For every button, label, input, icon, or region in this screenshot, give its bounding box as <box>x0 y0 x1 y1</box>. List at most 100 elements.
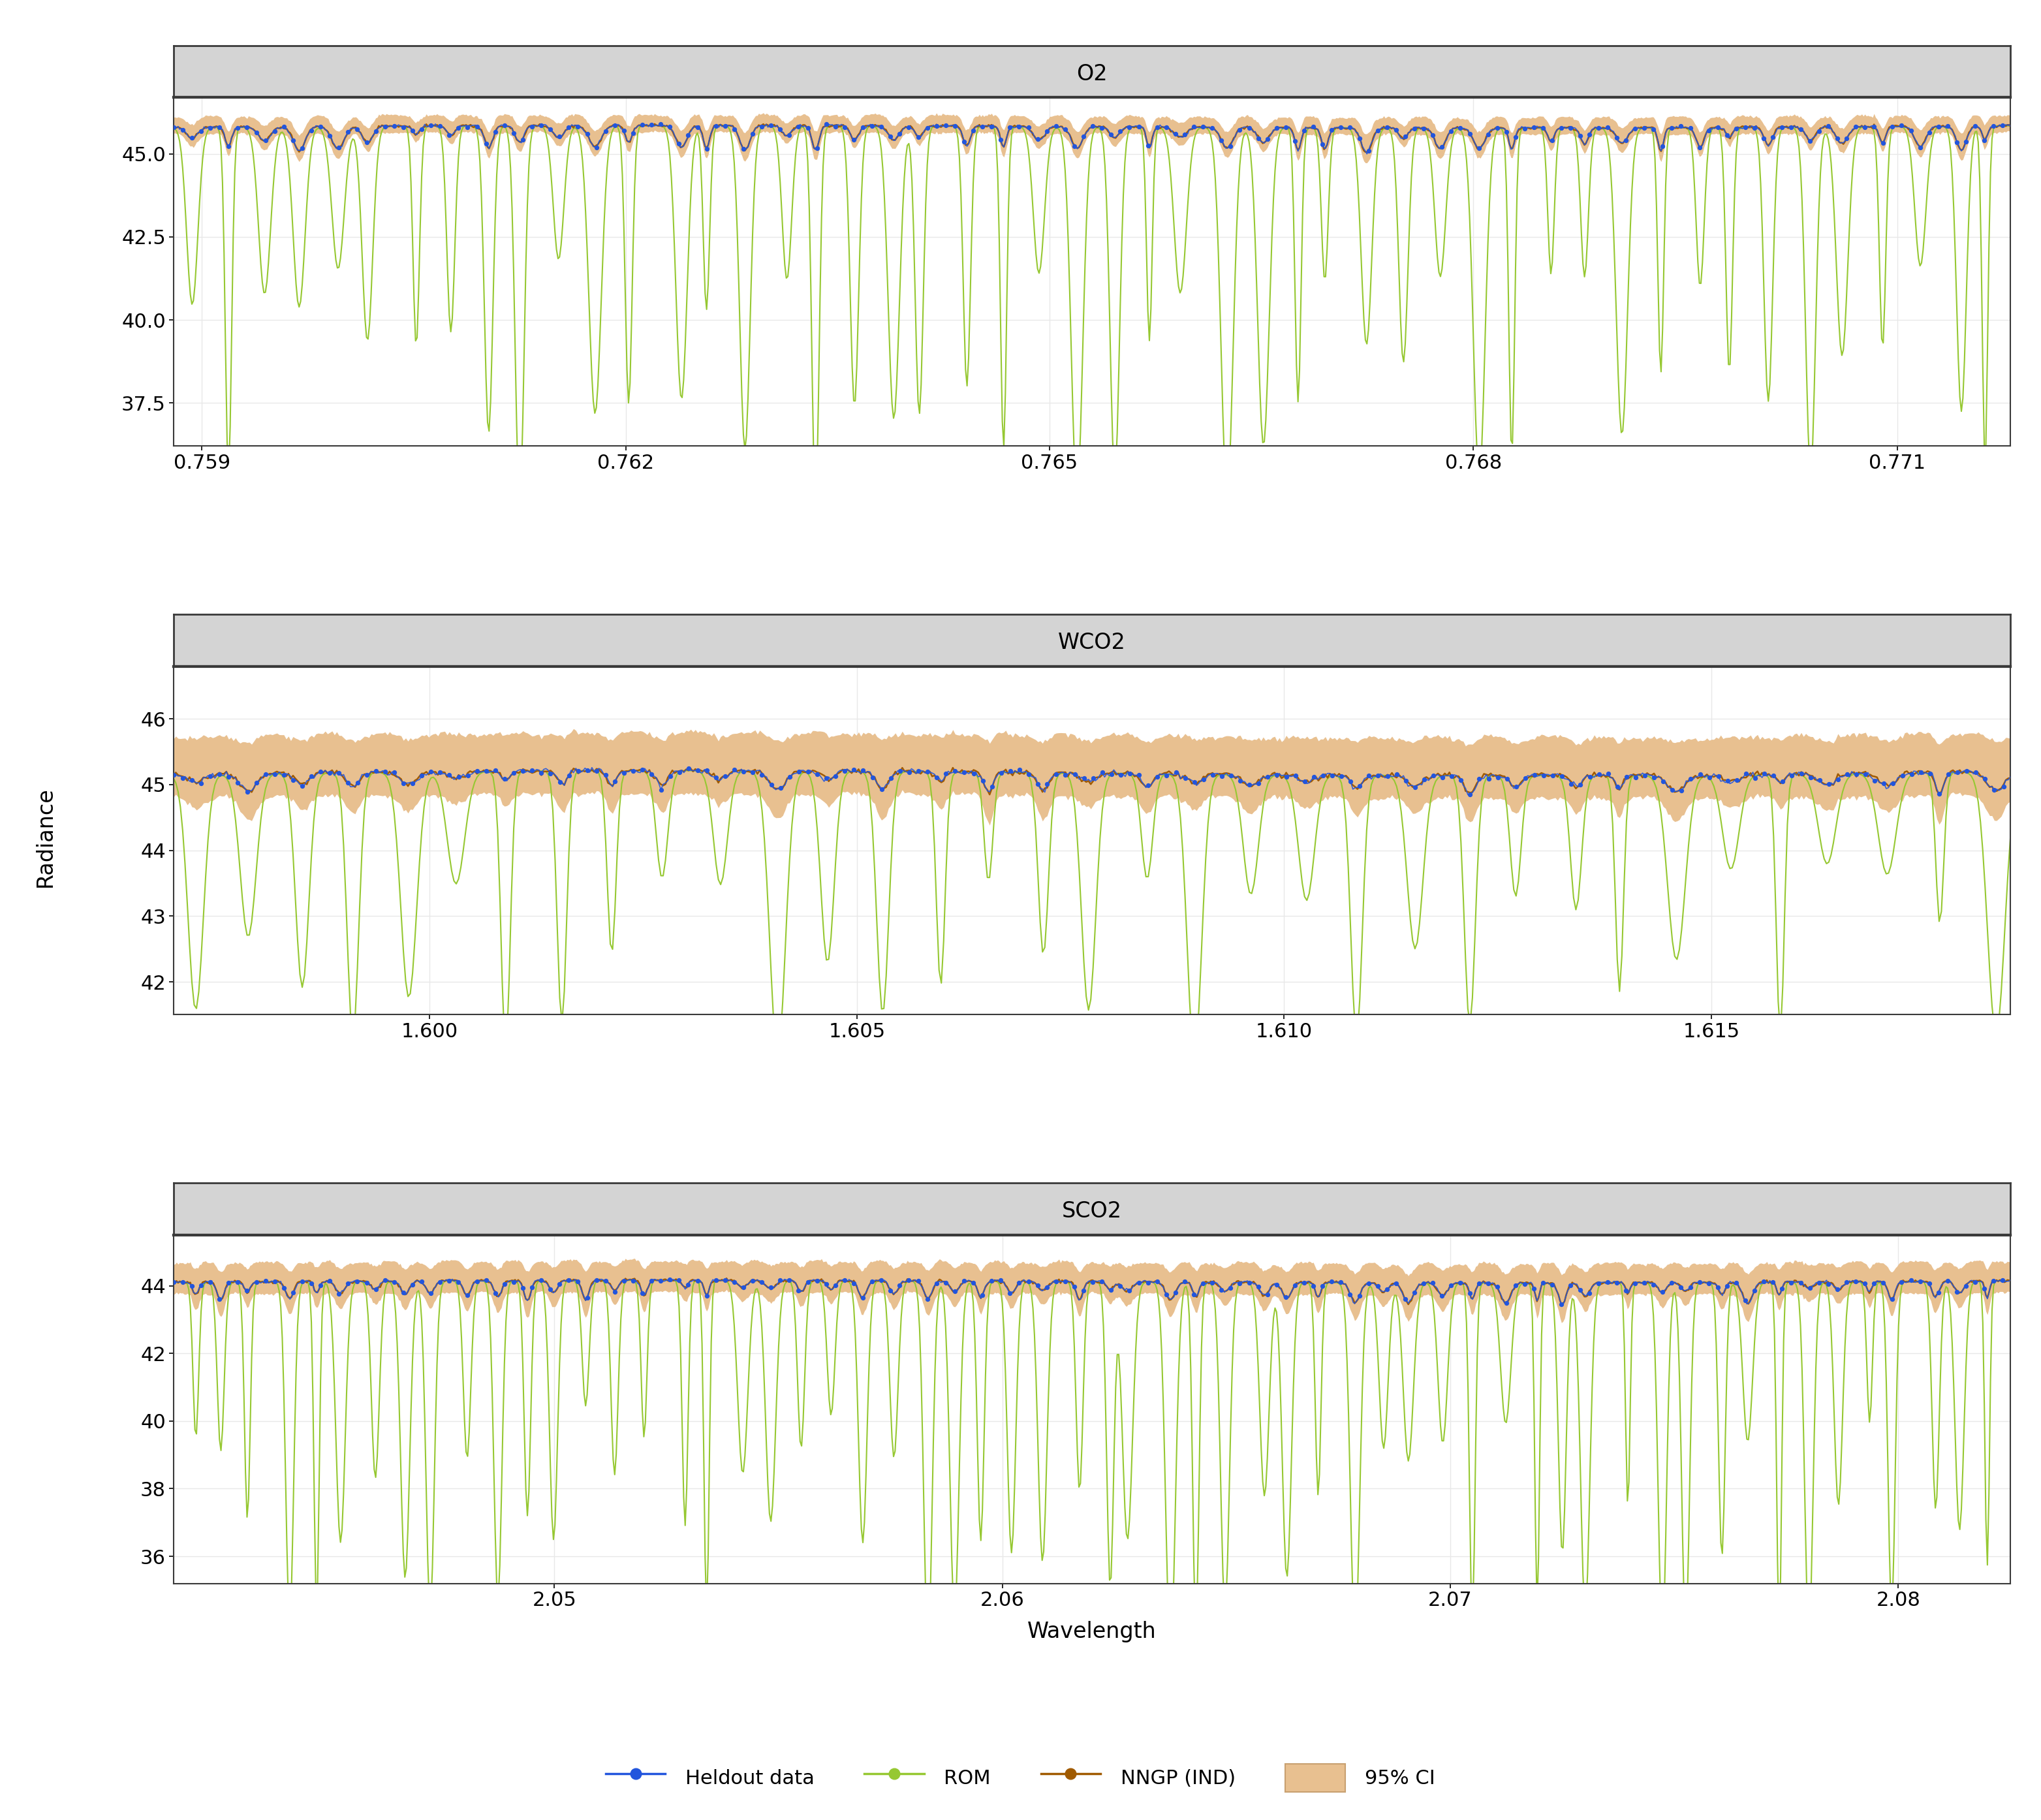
Point <box>1904 133 1937 162</box>
Point <box>608 759 641 788</box>
Point <box>1490 1289 1523 1318</box>
Point <box>1241 1272 1274 1301</box>
Point <box>1868 127 1900 157</box>
Point <box>1951 755 1984 784</box>
Point <box>957 759 990 788</box>
Point <box>1482 113 1514 142</box>
Point <box>506 126 539 155</box>
Point <box>296 116 329 146</box>
Point <box>1067 764 1100 794</box>
Point <box>1251 763 1284 792</box>
Point <box>635 1267 667 1296</box>
Point <box>396 770 429 799</box>
Point <box>1747 1267 1780 1296</box>
Point <box>1739 1276 1772 1305</box>
Point <box>1931 1267 1963 1296</box>
Point <box>829 113 861 142</box>
Point <box>708 1265 741 1294</box>
Point <box>1031 1272 1063 1301</box>
Point <box>157 113 190 142</box>
Text: Radiance: Radiance <box>35 786 55 888</box>
Point <box>1849 759 1882 788</box>
Text: SCO2: SCO2 <box>1061 1201 1123 1223</box>
Point <box>396 1270 429 1299</box>
Point <box>543 768 576 797</box>
Point <box>1343 1281 1376 1310</box>
Point <box>1076 1267 1108 1296</box>
Point <box>1123 1269 1155 1298</box>
Point <box>1306 1272 1339 1301</box>
Point <box>1333 1279 1365 1309</box>
Point <box>1214 761 1247 790</box>
Point <box>1563 120 1596 149</box>
Point <box>480 1278 512 1307</box>
Point <box>727 757 759 786</box>
Point <box>322 133 355 162</box>
Point <box>1886 111 1919 140</box>
Point <box>1904 757 1937 786</box>
Point <box>957 1269 990 1298</box>
Point <box>535 115 567 144</box>
Point <box>1702 1272 1735 1301</box>
Point <box>414 1279 447 1309</box>
Point <box>755 770 788 799</box>
Point <box>792 1269 825 1298</box>
Point <box>1647 1278 1680 1307</box>
Point <box>1233 1269 1265 1298</box>
Point <box>1784 1269 1816 1298</box>
Point <box>653 113 686 142</box>
Point <box>653 1265 686 1294</box>
Point <box>1684 1267 1716 1296</box>
Point <box>1574 763 1606 792</box>
Point <box>1710 766 1743 795</box>
Point <box>1463 1269 1496 1298</box>
Point <box>1519 1274 1551 1303</box>
Point <box>1765 1274 1798 1303</box>
Point <box>737 1267 769 1296</box>
Point <box>314 759 347 788</box>
Point <box>1610 763 1643 792</box>
Point <box>1259 113 1292 142</box>
Point <box>286 1267 318 1296</box>
Point <box>1674 113 1706 142</box>
Point <box>1784 115 1816 144</box>
Point <box>1114 759 1147 788</box>
Point <box>939 757 972 786</box>
Point <box>1959 757 1992 786</box>
Point <box>1343 772 1376 801</box>
Point <box>1527 761 1559 790</box>
Point <box>1039 1267 1072 1296</box>
Point <box>278 126 310 155</box>
Point <box>1472 1269 1504 1298</box>
Point <box>745 113 778 142</box>
Point <box>994 113 1027 142</box>
Point <box>341 768 374 797</box>
Point <box>1986 111 2019 140</box>
Point <box>1204 126 1237 155</box>
Point <box>1314 116 1347 146</box>
Point <box>480 116 512 146</box>
Point <box>947 757 980 786</box>
Point <box>1500 122 1533 151</box>
Point <box>1057 1272 1090 1301</box>
Point <box>865 1265 898 1294</box>
Point <box>561 757 594 786</box>
Point <box>920 111 953 140</box>
Point <box>1306 761 1339 790</box>
Point <box>1298 763 1331 792</box>
Point <box>1655 775 1688 804</box>
Point <box>1674 764 1706 794</box>
Point <box>433 120 465 149</box>
Point <box>1094 1276 1127 1305</box>
Point <box>1112 113 1145 142</box>
Point <box>1729 759 1761 788</box>
Point <box>920 1269 953 1298</box>
Point <box>1223 115 1255 144</box>
Point <box>892 1267 925 1296</box>
Point <box>553 1265 586 1294</box>
Point <box>1012 1267 1045 1296</box>
Point <box>920 763 953 792</box>
Point <box>1859 766 1892 795</box>
Point <box>571 755 604 784</box>
Point <box>333 1269 365 1298</box>
